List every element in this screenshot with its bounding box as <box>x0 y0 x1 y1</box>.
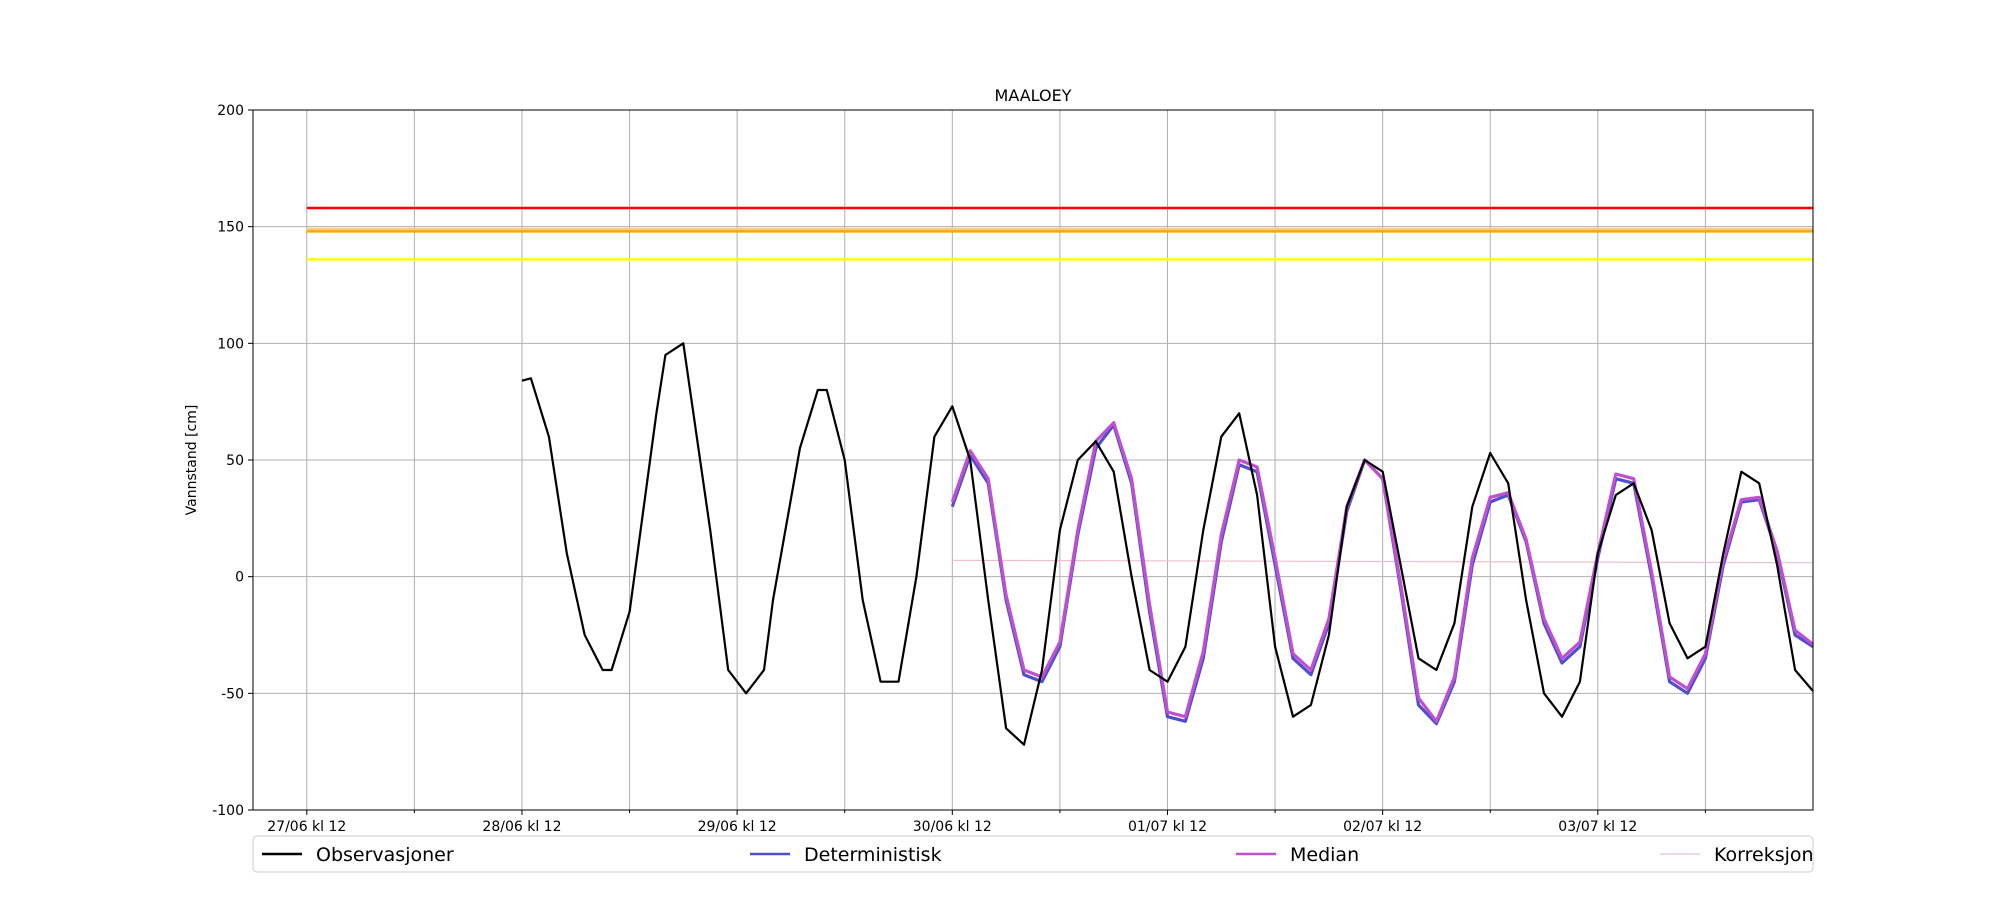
legend-label: Observasjoner <box>316 844 454 866</box>
legend: Observasjoner Deterministisk Median Korreks… <box>252 835 1814 873</box>
x-tick-label: 30/06 kl 12 <box>913 819 992 835</box>
y-tick-label: 200 <box>217 103 244 119</box>
series-line-korreksjon <box>952 559 1814 564</box>
y-tick-label: 100 <box>217 336 244 352</box>
x-tick-label: 27/06 kl 12 <box>267 819 346 835</box>
y-tick-label: -100 <box>212 803 244 819</box>
series-line-observasjoner <box>521 342 1814 746</box>
x-tick-label: 29/06 kl 12 <box>698 819 777 835</box>
legend-label: Deterministisk <box>804 844 942 866</box>
y-tick-label: 150 <box>217 220 244 236</box>
legend-label: Korreksjon <box>1714 844 1814 866</box>
series-lines <box>521 342 1814 746</box>
legend-box <box>252 835 1814 873</box>
x-tick-label: 01/07 kl 12 <box>1128 819 1207 835</box>
axis-ticks: -100 -50 0 50 100 150 200 27/06 kl 12 28/06 kl 1… <box>212 103 1706 835</box>
y-axis-label: Vannstand [cm] <box>184 405 200 516</box>
y-tick-label: 50 <box>226 453 244 469</box>
grid <box>253 109 1813 811</box>
threshold-lines <box>306 206 1813 261</box>
chart-title: MAALOEY <box>995 86 1072 105</box>
x-tick-label: 03/07 kl 12 <box>1558 819 1637 835</box>
x-tick-label: 28/06 kl 12 <box>482 819 561 835</box>
y-tick-label: -50 <box>221 686 244 702</box>
legend-label: Median <box>1290 844 1359 866</box>
y-tick-label: 0 <box>235 570 244 586</box>
x-tick-label: 02/07 kl 12 <box>1343 819 1422 835</box>
